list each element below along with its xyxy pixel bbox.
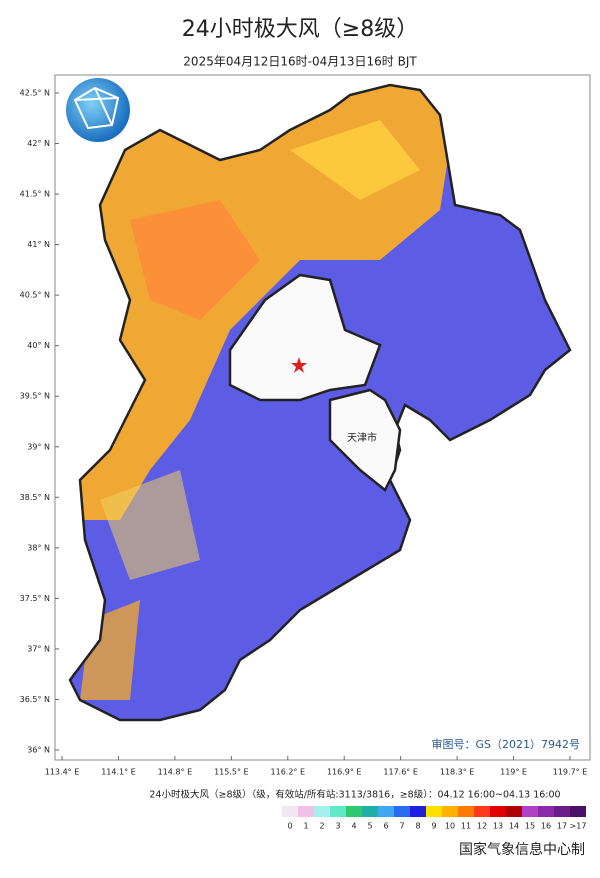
lon-tick-label: 119° E xyxy=(500,768,527,777)
wind-field xyxy=(70,85,570,720)
subtitle: 2025年04月12日16时-04月13日16时 BJT xyxy=(183,55,417,69)
lat-tick-label: 37° N xyxy=(27,644,50,653)
lat-tick-label: 40° N xyxy=(27,341,50,350)
legend-swatch xyxy=(330,806,346,817)
credit: 国家气象信息中心制 xyxy=(459,841,585,858)
lon-tick-label: 114.8° E xyxy=(158,768,193,777)
legend-swatch xyxy=(410,806,426,817)
lat-tick-label: 42° N xyxy=(27,139,50,148)
map-frame xyxy=(54,74,591,761)
logo-network xyxy=(73,86,120,130)
lon-tick-label: 119.7° E xyxy=(553,768,588,777)
legend-swatch xyxy=(394,806,410,817)
legend-label: 11 xyxy=(461,822,471,831)
legend-swatch xyxy=(554,806,570,817)
legend-swatch xyxy=(442,806,458,817)
lat-tick-label: 36° N xyxy=(27,746,50,755)
lon-tick-label: 118.3° E xyxy=(440,768,475,777)
legend-title: 24小时极大风（≥8级）（级，有效站/所有站:3113/3816，≥8级）：04… xyxy=(149,789,560,801)
lat-tick-label: 38° N xyxy=(27,543,50,552)
legend-swatch xyxy=(314,806,330,817)
legend-label: 2 xyxy=(319,822,324,831)
lon-tick-label: 116.2° E xyxy=(271,768,306,777)
legend-swatch xyxy=(362,806,378,817)
legend-swatch xyxy=(458,806,474,817)
legend-swatch xyxy=(474,806,490,817)
legend-label: 7 xyxy=(399,822,404,831)
legend-label: 15 xyxy=(525,822,535,831)
lat-tick-label: 36.5° N xyxy=(20,695,50,704)
legend-swatch xyxy=(570,806,586,817)
legend-label: 9 xyxy=(431,822,436,831)
lat-tick-label: 39.5° N xyxy=(20,392,50,401)
province-border xyxy=(68,83,572,722)
legend-label: 13 xyxy=(493,822,503,831)
lat-tick-label: 39° N xyxy=(27,442,50,451)
tianjin-region xyxy=(328,388,402,492)
legend-label: 8 xyxy=(415,822,420,831)
legend-swatch xyxy=(282,806,298,817)
legend-label: 10 xyxy=(445,822,455,831)
legend-swatch xyxy=(426,806,442,817)
lat-tick-label: 37.5° N xyxy=(20,594,50,603)
legend-swatch xyxy=(298,806,314,817)
legend-swatch xyxy=(522,806,538,817)
legend-label: 6 xyxy=(383,822,388,831)
legend-label: >17 xyxy=(570,822,587,831)
lat-tick-label: 38.5° N xyxy=(20,493,50,502)
lon-tick-label: 114.1° E xyxy=(101,768,136,777)
lat-tick-label: 41° N xyxy=(27,240,50,249)
beijing-region xyxy=(228,273,382,402)
legend-label: 12 xyxy=(477,822,487,831)
lat-tick-label: 40.5° N xyxy=(20,291,50,300)
legend-label: 5 xyxy=(367,822,372,831)
lon-tick-label: 117.6° E xyxy=(383,768,418,777)
capital-star xyxy=(291,357,307,373)
legend-swatch xyxy=(490,806,506,817)
legend-swatch xyxy=(346,806,362,817)
legend-swatch xyxy=(538,806,554,817)
legend-label: 14 xyxy=(509,822,519,831)
legend-label: 16 xyxy=(541,822,551,831)
title: 24小时极大风（≥8级） xyxy=(182,17,418,42)
legend-label: 1 xyxy=(303,822,308,831)
legend-label: 17 xyxy=(557,822,567,831)
review-number: 审图号：GS（2021）7942号 xyxy=(432,737,581,751)
place-label: 天津市 xyxy=(347,431,377,444)
logo xyxy=(66,78,130,142)
legend-swatch xyxy=(378,806,394,817)
legend-label: 3 xyxy=(335,822,340,831)
legend-label: 0 xyxy=(287,822,292,831)
legend-swatch xyxy=(506,806,522,817)
lon-tick-label: 113.4° E xyxy=(45,768,80,777)
legend-label: 4 xyxy=(351,822,356,831)
lon-tick-label: 116.9° E xyxy=(327,768,362,777)
lon-tick-label: 115.5° E xyxy=(214,768,249,777)
lat-tick-label: 41.5° N xyxy=(20,190,50,199)
lat-tick-label: 42.5° N xyxy=(20,89,50,98)
